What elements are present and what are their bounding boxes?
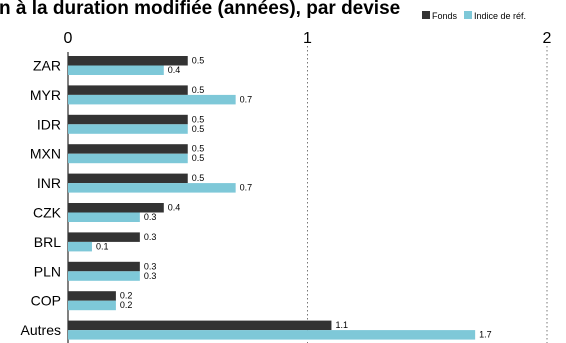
category-label: ZAR xyxy=(33,58,61,74)
x-tick-label: 0 xyxy=(64,30,73,47)
bar-fonds xyxy=(68,203,164,213)
value-label: 0.5 xyxy=(192,85,205,95)
value-label: 0.5 xyxy=(192,124,205,134)
bar-indice xyxy=(68,124,188,134)
value-label: 0.1 xyxy=(96,241,109,251)
value-label: 1.1 xyxy=(335,320,348,330)
bar-fonds xyxy=(68,85,188,95)
bar-indice xyxy=(68,241,92,252)
value-label: 0.2 xyxy=(120,300,133,310)
bar-fonds xyxy=(68,173,188,184)
category-label: Autres xyxy=(21,322,61,338)
value-label: 0.4 xyxy=(168,65,181,75)
gridlines xyxy=(307,46,548,343)
value-labels: 0.50.50.50.50.50.40.30.30.21.10.40.70.50… xyxy=(96,56,492,340)
value-label: 0.3 xyxy=(144,232,157,242)
value-label: 0.4 xyxy=(168,203,181,213)
value-label: 0.5 xyxy=(192,56,205,66)
category-labels: ZAR MYR IDR MXN INR CZK BRL PLN COP Autres xyxy=(21,58,62,339)
bars xyxy=(68,56,476,340)
bar-indice xyxy=(68,183,236,193)
category-label: MXN xyxy=(30,146,61,162)
value-label: 0.7 xyxy=(240,94,253,104)
bar-fonds xyxy=(68,291,116,301)
value-label: 0.5 xyxy=(192,144,205,154)
x-axis-ticks: 0 1 2 xyxy=(64,30,552,47)
bar-fonds xyxy=(68,261,140,272)
chart-title: n à la duration modifiée (années), par d… xyxy=(0,0,400,19)
category-label: INR xyxy=(37,175,61,191)
value-label: 0.5 xyxy=(192,153,205,163)
x-tick-label: 2 xyxy=(543,30,552,47)
category-label: COP xyxy=(31,293,61,309)
legend-label: Indice de réf. xyxy=(474,11,526,21)
category-label: CZK xyxy=(33,205,62,221)
value-label: 0.3 xyxy=(144,261,157,271)
category-label: MYR xyxy=(30,87,61,103)
value-label: 0.3 xyxy=(144,271,157,281)
value-label: 0.5 xyxy=(192,114,205,124)
bar-fonds xyxy=(68,144,188,154)
category-label: BRL xyxy=(34,234,61,250)
bar-indice xyxy=(68,153,188,164)
bar-indice xyxy=(68,330,476,340)
value-label: 0.5 xyxy=(192,173,205,183)
bar-indice xyxy=(68,271,140,281)
x-tick-label: 1 xyxy=(303,30,312,47)
bar-indice xyxy=(68,300,116,311)
legend-swatch-indice xyxy=(464,11,472,19)
value-label: 0.2 xyxy=(120,291,133,301)
category-label: IDR xyxy=(37,116,61,132)
bar-fonds xyxy=(68,56,188,66)
legend-label: Fonds xyxy=(432,11,458,21)
value-label: 0.3 xyxy=(144,212,157,222)
value-label: 1.7 xyxy=(479,330,492,340)
category-label: PLN xyxy=(34,263,61,279)
value-label: 0.7 xyxy=(240,183,253,193)
bar-fonds xyxy=(68,232,140,242)
legend: Fonds Indice de réf. xyxy=(422,11,526,21)
bar-fonds xyxy=(68,114,188,125)
legend-swatch-fonds xyxy=(422,11,430,19)
bar-indice xyxy=(68,65,164,75)
bar-indice xyxy=(68,94,236,105)
bar-fonds xyxy=(68,320,332,331)
bar-indice xyxy=(68,212,140,222)
